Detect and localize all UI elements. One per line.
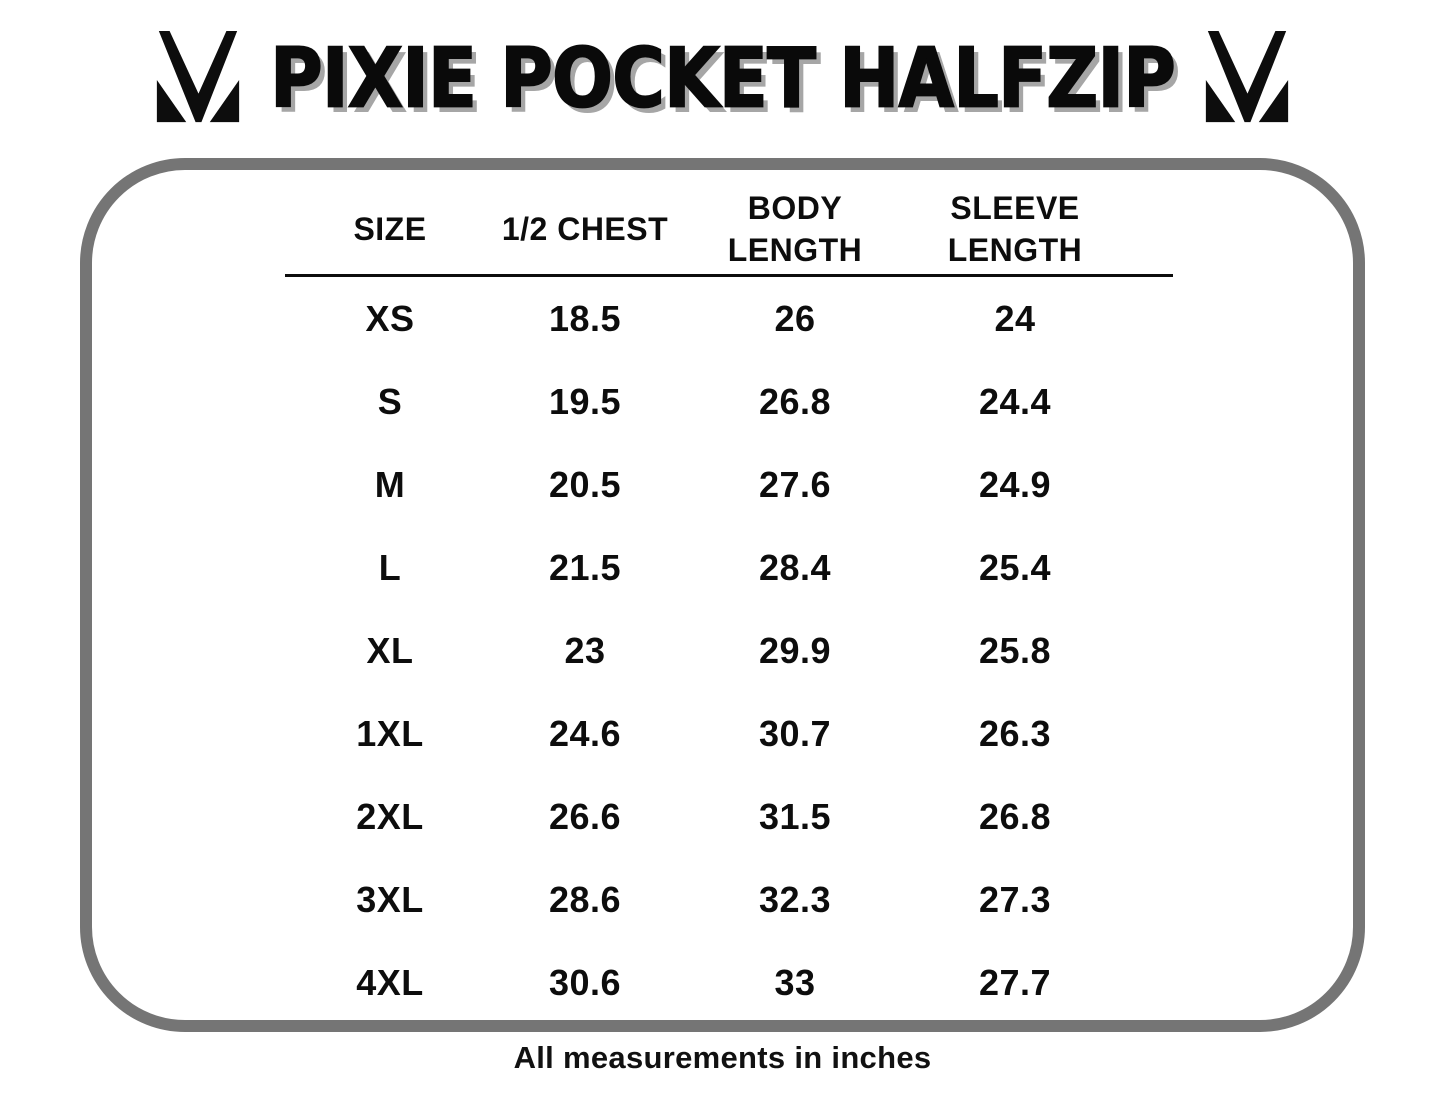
column-header-half-chest: 1/2 CHEST (501, 210, 669, 247)
size-label-cell: XS (365, 297, 415, 339)
rounded-frame-border (80, 158, 1365, 1032)
measurement-value-cell: 26.3 (978, 712, 1052, 754)
table-row: XL 23 29.9 25.8 (285, 609, 1173, 692)
measurement-value-cell: 33 (774, 961, 816, 1003)
size-label-cell: L (378, 546, 402, 588)
measurement-value-cell: 27.3 (978, 878, 1052, 920)
table-row: M 20.5 27.6 24.9 (285, 443, 1173, 526)
measurement-value-cell: 23 (564, 629, 606, 671)
measurement-value-cell: 27.7 (978, 961, 1052, 1003)
brand-header: PIXIE POCKET HALFZIP (0, 22, 1445, 134)
size-label-cell: 4XL (356, 961, 424, 1003)
measurement-value-cell: 18.5 (548, 297, 622, 339)
size-label-cell: 3XL (356, 878, 424, 920)
page-title: PIXIE POCKET HALFZIP (269, 29, 1176, 126)
table-row: 2XL 26.6 31.5 26.8 (285, 775, 1173, 858)
table-row: L 21.5 28.4 25.4 (285, 526, 1173, 609)
measurement-value-cell: 28.4 (758, 546, 832, 588)
column-header-size: SIZE (353, 210, 427, 247)
measurement-value-cell: 20.5 (548, 463, 622, 505)
table-row: XS 18.5 26 24 (285, 277, 1173, 360)
measurement-value-cell: 24.9 (978, 463, 1052, 505)
measurement-value-cell: 26.8 (758, 380, 832, 422)
header-underline (285, 274, 1173, 278)
measurement-value-cell: 27.6 (758, 463, 832, 505)
measurement-value-cell: 24 (994, 297, 1036, 339)
table-body: XS 18.5 26 24 S 19.5 26.8 24.4 M 20.5 27.6 24.9 L 21.… (285, 277, 1173, 1024)
measurement-value-cell: 30.6 (548, 961, 622, 1003)
measurement-value-cell: 31.5 (758, 795, 832, 837)
measurement-value-cell: 30.7 (758, 712, 832, 754)
size-label-cell: S (377, 380, 403, 422)
measurement-value-cell: 32.3 (758, 878, 832, 920)
measurement-value-cell: 26 (774, 297, 816, 339)
size-label-cell: 1XL (356, 712, 424, 754)
footer-note: All measurements in inches (513, 1040, 932, 1075)
measurement-value-cell: 19.5 (548, 380, 622, 422)
measurement-value-cell: 25.8 (978, 629, 1052, 671)
measurement-value-cell: 28.6 (548, 878, 622, 920)
size-label-cell: 2XL (356, 795, 424, 837)
size-table: SIZE 1/2 CHEST BODY LENGTH SLEEVE LENGTH… (285, 188, 1173, 1024)
table-row: 3XL 28.6 32.3 27.3 (285, 858, 1173, 941)
mv-monogram-icon-right (1197, 31, 1297, 125)
measurement-value-cell: 29.9 (758, 629, 832, 671)
measurement-value-cell: 26.8 (978, 795, 1052, 837)
table-row: S 19.5 26.8 24.4 (285, 360, 1173, 443)
measurement-value-cell: 26.6 (548, 795, 622, 837)
measurement-value-cell: 21.5 (548, 546, 622, 588)
mv-monogram-icon-left (148, 31, 248, 125)
column-header-sleeve-length: SLEEVE LENGTH (947, 190, 1083, 268)
column-header-body-length: BODY LENGTH (727, 190, 863, 268)
measurement-value-cell: 24.4 (978, 380, 1052, 422)
table-row: 4XL 30.6 33 27.7 (285, 941, 1173, 1024)
size-label-cell: M (374, 463, 406, 505)
table-header-row: SIZE 1/2 CHEST BODY LENGTH SLEEVE LENGTH (285, 188, 1173, 271)
measurement-value-cell: 24.6 (548, 712, 622, 754)
size-label-cell: XL (366, 629, 414, 671)
table-row: 1XL 24.6 30.7 26.3 (285, 692, 1173, 775)
measurement-value-cell: 25.4 (978, 546, 1052, 588)
